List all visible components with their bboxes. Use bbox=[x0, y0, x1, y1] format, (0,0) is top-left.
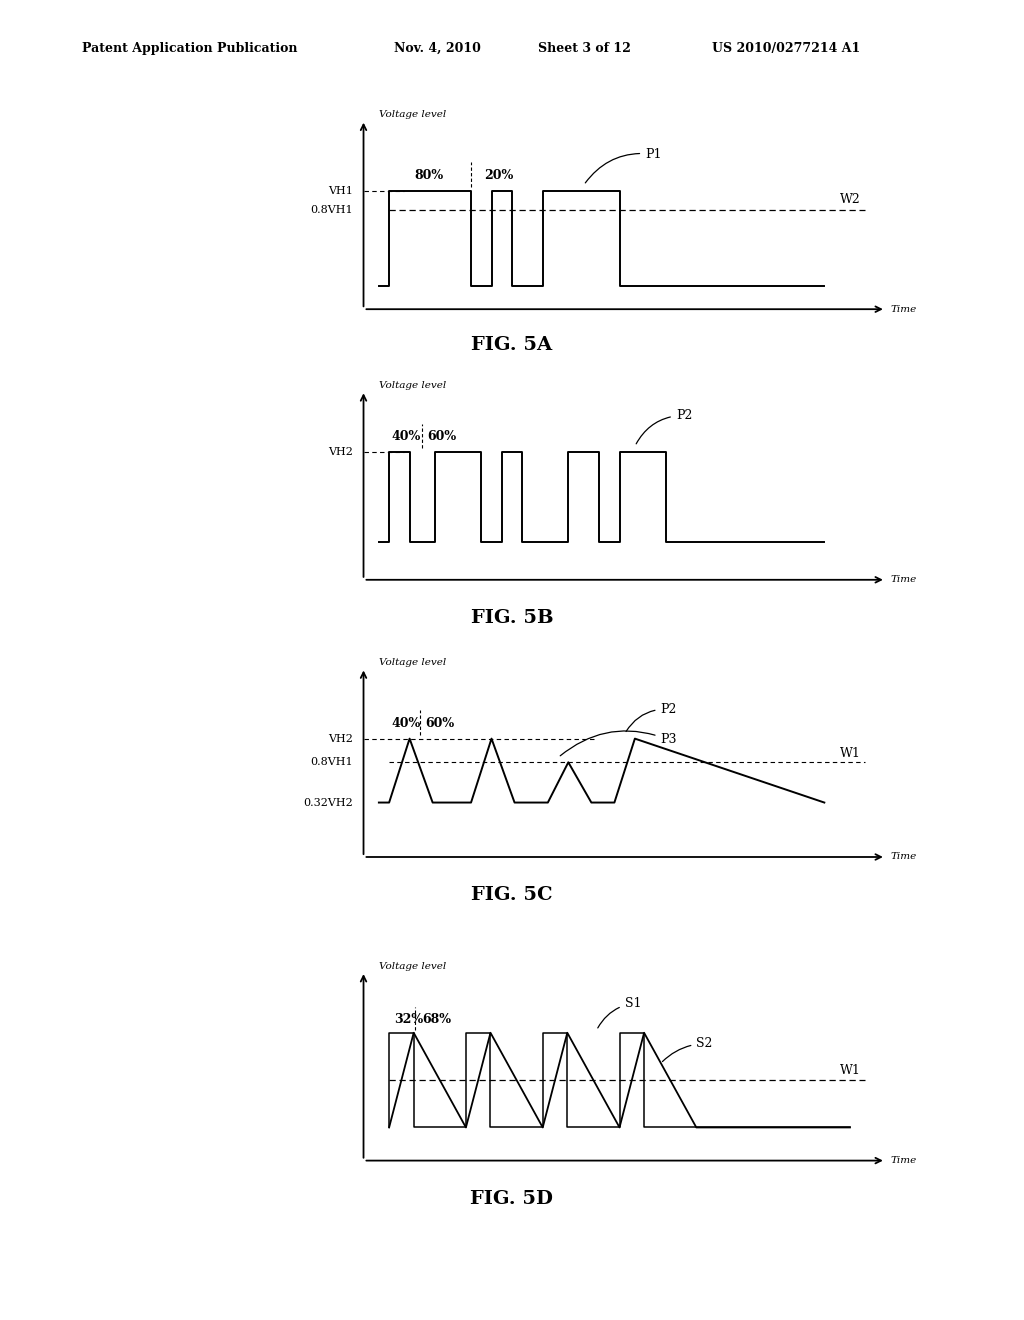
Text: W2: W2 bbox=[840, 193, 860, 206]
Text: 0.8VH1: 0.8VH1 bbox=[310, 205, 353, 215]
Text: Time: Time bbox=[891, 305, 918, 314]
Text: S1: S1 bbox=[598, 997, 641, 1028]
Text: VH2: VH2 bbox=[329, 447, 353, 457]
Text: US 2010/0277214 A1: US 2010/0277214 A1 bbox=[712, 42, 860, 55]
Text: 40%: 40% bbox=[392, 717, 421, 730]
Text: P3: P3 bbox=[560, 731, 677, 756]
Text: Sheet 3 of 12: Sheet 3 of 12 bbox=[538, 42, 631, 55]
Text: Voltage level: Voltage level bbox=[379, 962, 446, 970]
Text: Voltage level: Voltage level bbox=[379, 381, 446, 389]
Text: 0.8VH1: 0.8VH1 bbox=[310, 758, 353, 767]
Text: VH2: VH2 bbox=[329, 734, 353, 743]
Text: Time: Time bbox=[891, 576, 918, 585]
Text: 60%: 60% bbox=[428, 430, 457, 444]
Text: Nov. 4, 2010: Nov. 4, 2010 bbox=[394, 42, 481, 55]
Text: Time: Time bbox=[891, 853, 918, 862]
Text: FIG. 5B: FIG. 5B bbox=[471, 609, 553, 627]
Text: FIG. 5A: FIG. 5A bbox=[471, 335, 553, 354]
Text: Voltage level: Voltage level bbox=[379, 659, 446, 667]
Text: W1: W1 bbox=[840, 1064, 860, 1077]
Text: 60%: 60% bbox=[425, 717, 454, 730]
Text: 20%: 20% bbox=[484, 169, 513, 182]
Text: 32%: 32% bbox=[394, 1014, 423, 1026]
Text: W1: W1 bbox=[840, 747, 860, 759]
Text: 40%: 40% bbox=[392, 430, 421, 444]
Text: 0.32VH2: 0.32VH2 bbox=[303, 797, 353, 808]
Text: VH1: VH1 bbox=[329, 186, 353, 195]
Text: Voltage level: Voltage level bbox=[379, 111, 446, 119]
Text: FIG. 5C: FIG. 5C bbox=[471, 886, 553, 904]
Text: 80%: 80% bbox=[415, 169, 443, 182]
Text: P2: P2 bbox=[636, 409, 692, 444]
Text: S2: S2 bbox=[663, 1038, 713, 1061]
Text: P1: P1 bbox=[586, 148, 662, 183]
Text: 68%: 68% bbox=[423, 1014, 452, 1026]
Text: Time: Time bbox=[891, 1156, 918, 1166]
Text: FIG. 5D: FIG. 5D bbox=[470, 1189, 554, 1208]
Text: Patent Application Publication: Patent Application Publication bbox=[82, 42, 297, 55]
Text: P2: P2 bbox=[626, 702, 677, 731]
